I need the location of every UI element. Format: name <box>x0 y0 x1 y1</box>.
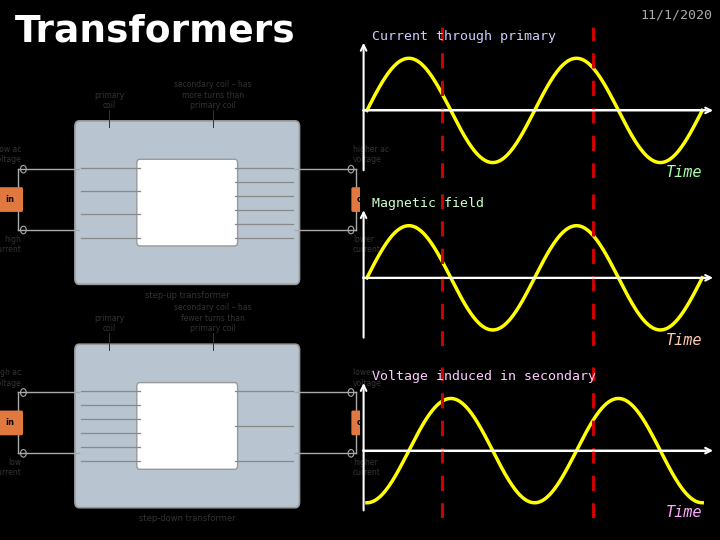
FancyBboxPatch shape <box>0 187 23 212</box>
Text: in: in <box>6 418 14 428</box>
Text: primary
coil: primary coil <box>94 91 125 110</box>
Text: primary
coil: primary coil <box>94 314 125 333</box>
Text: 11/1/2020: 11/1/2020 <box>641 8 713 21</box>
Text: lower ac
voltage: lower ac voltage <box>353 368 385 388</box>
FancyBboxPatch shape <box>137 383 238 469</box>
Text: higher
current: higher current <box>353 458 381 477</box>
Text: low
current: low current <box>0 458 22 477</box>
FancyBboxPatch shape <box>0 410 23 435</box>
Text: in: in <box>6 195 14 204</box>
Text: Time: Time <box>666 165 702 180</box>
Text: high ac
voltage: high ac voltage <box>0 368 22 388</box>
Text: step-down transformer: step-down transformer <box>139 514 235 523</box>
Text: Voltage induced in secondary: Voltage induced in secondary <box>372 370 596 383</box>
FancyBboxPatch shape <box>351 187 377 212</box>
FancyBboxPatch shape <box>137 159 238 246</box>
Text: low ac
voltage: low ac voltage <box>0 145 22 164</box>
Text: lower
current: lower current <box>353 235 381 254</box>
Text: Magnetic field: Magnetic field <box>372 197 484 210</box>
Text: out: out <box>356 195 372 204</box>
FancyBboxPatch shape <box>75 344 300 508</box>
Text: Time: Time <box>666 505 702 521</box>
Text: Current through primary: Current through primary <box>372 30 556 43</box>
Text: out: out <box>356 418 372 428</box>
Text: secondary coil – has
fewer turns than
primary coil: secondary coil – has fewer turns than pr… <box>174 303 252 333</box>
Text: higher ac
voltage: higher ac voltage <box>353 145 389 164</box>
Text: step-up transformer: step-up transformer <box>145 291 230 300</box>
Text: high
current: high current <box>0 235 22 254</box>
Text: secondary coil – has
more turns than
primary coil: secondary coil – has more turns than pri… <box>174 80 252 110</box>
Text: Time: Time <box>666 333 702 348</box>
FancyBboxPatch shape <box>351 410 377 435</box>
Text: Transformers: Transformers <box>14 13 295 49</box>
FancyBboxPatch shape <box>75 121 300 285</box>
